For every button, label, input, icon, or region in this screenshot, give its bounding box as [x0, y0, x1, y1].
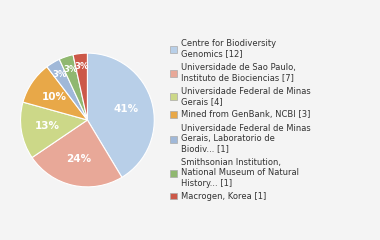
Text: 3%: 3%: [63, 65, 78, 74]
Text: 10%: 10%: [42, 92, 66, 102]
Legend: Centre for Biodiversity
Genomics [12], Universidade de Sao Paulo,
Instituto de B: Centre for Biodiversity Genomics [12], U…: [169, 38, 312, 202]
Text: 24%: 24%: [66, 154, 91, 164]
Wedge shape: [32, 120, 122, 187]
Wedge shape: [47, 59, 87, 120]
Wedge shape: [23, 67, 87, 120]
Wedge shape: [73, 53, 87, 120]
Text: 13%: 13%: [35, 121, 60, 132]
Text: 3%: 3%: [74, 62, 89, 71]
Wedge shape: [87, 53, 154, 177]
Wedge shape: [21, 102, 87, 157]
Text: 3%: 3%: [52, 70, 67, 79]
Wedge shape: [59, 55, 87, 120]
Text: 41%: 41%: [114, 104, 139, 114]
